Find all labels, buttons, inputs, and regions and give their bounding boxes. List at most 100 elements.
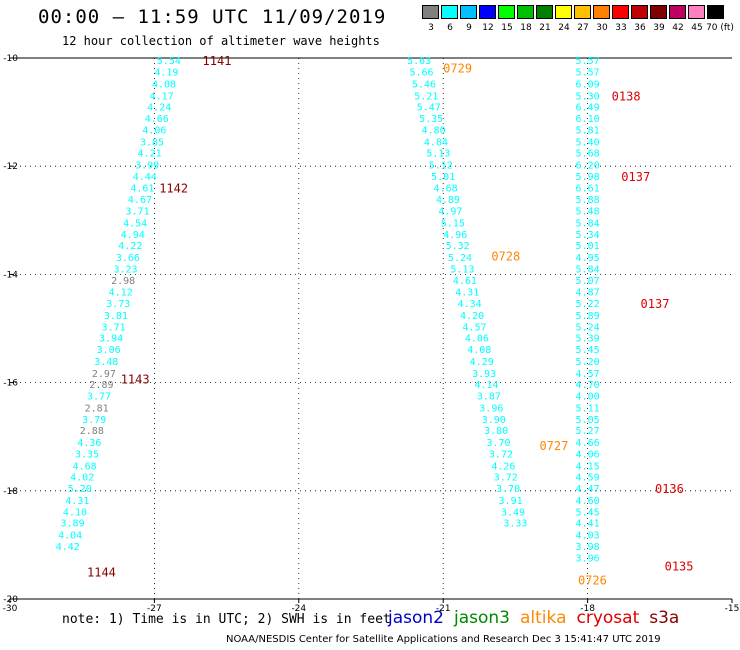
wave-height-value: 4.95 [576, 253, 600, 264]
color-scale-label: 39 [653, 23, 665, 33]
wave-height-value: 6.10 [576, 114, 600, 125]
color-scale-label: 33 [615, 23, 627, 33]
pass-time-label: 0136 [655, 482, 684, 496]
wave-height-value: 3.66 [116, 253, 140, 264]
wave-height-value: 2.81 [85, 403, 109, 414]
wave-height-value: 5.15 [441, 218, 465, 229]
wave-height-value: 3.96 [576, 553, 600, 564]
wave-height-value: 5.30 [576, 91, 600, 102]
wave-height-value: 5.32 [446, 241, 470, 252]
satellite-legend-jason3: jason3 [454, 608, 510, 628]
wave-height-value: 4.94 [121, 230, 145, 241]
wave-height-value: 4.59 [576, 473, 600, 484]
wave-height-value: 3.94 [99, 334, 123, 345]
satellite-legend: jason2 jason3 altika cryosat s3a [388, 608, 689, 628]
wave-height-value: 4.06 [576, 449, 600, 460]
wave-height-value: 4.57 [462, 322, 486, 333]
color-scale-label: 42 [672, 23, 684, 33]
wave-height-value: 3.33 [503, 519, 527, 530]
wave-height-value: 4.96 [443, 230, 467, 241]
wave-height-value: 5.01 [576, 241, 600, 252]
wave-height-value: 3.48 [94, 357, 118, 368]
wave-height-value: 5.20 [68, 484, 92, 495]
wave-height-value: 5.11 [576, 403, 600, 414]
wave-height-value: 3.06 [97, 345, 121, 356]
wave-height-value: 5.57 [576, 68, 600, 79]
wave-height-value: 5.54 [157, 56, 181, 67]
wave-height-value: 4.67 [128, 195, 152, 206]
wave-height-value: 4.97 [438, 207, 462, 218]
x-tick-label: -27 [147, 604, 162, 614]
pass-time-label: 0135 [665, 559, 694, 573]
pass-time-label: 0137 [621, 170, 650, 184]
wave-height-value: 4.31 [65, 496, 89, 507]
wave-height-value: 6.61 [576, 183, 600, 194]
y-tick-label: -20 [3, 595, 18, 605]
wave-height-value: 3.71 [101, 322, 125, 333]
wave-height-value: 5.89 [576, 311, 600, 322]
wave-height-value: 3.71 [126, 207, 150, 218]
color-scale-swatch [479, 5, 496, 19]
wave-height-value: 4.61 [130, 183, 154, 194]
wave-height-value: 2.89 [89, 380, 113, 391]
wave-height-value: 4.68 [434, 183, 458, 194]
chart-title: 00:00 – 11:59 UTC 11/09/2019 [38, 6, 387, 28]
wave-height-value: 4.60 [576, 496, 600, 507]
wave-height-value: 4.00 [576, 392, 600, 403]
x-tick-label: -30 [3, 604, 18, 614]
color-scale-swatch [631, 5, 648, 19]
wave-height-value: 4.42 [56, 542, 80, 553]
wave-height-value: 5.13 [426, 149, 450, 160]
wave-height-value: 4.84 [424, 137, 448, 148]
y-tick-label: -16 [3, 379, 18, 389]
x-tick-label: -21 [436, 604, 451, 614]
wave-height-value: 3.70 [496, 484, 520, 495]
color-scale-swatch [669, 5, 686, 19]
wave-height-value: 4.89 [436, 195, 460, 206]
pass-time-label: 0729 [443, 62, 472, 76]
wave-height-value: 5.24 [448, 253, 472, 264]
wave-height-value: 5.84 [576, 264, 600, 275]
wave-height-value: 5.12 [429, 161, 453, 172]
wave-height-value: 3.80 [484, 426, 508, 437]
wave-height-value: 5.45 [576, 507, 600, 518]
color-scale-swatch [517, 5, 534, 19]
wave-height-value: 5.84 [576, 218, 600, 229]
pass-time-label: 1143 [121, 372, 150, 386]
wave-height-value: 5.47 [417, 103, 441, 114]
wave-height-value: 4.34 [458, 299, 482, 310]
wave-height-value: 5.39 [576, 334, 600, 345]
wave-height-value: 3.79 [82, 415, 106, 426]
x-tick-label: -18 [580, 604, 595, 614]
y-tick-label: -10 [3, 54, 18, 64]
wave-height-value: 5.48 [576, 207, 600, 218]
color-scale-label: 18 [520, 23, 532, 33]
satellite-legend-cryosat: cryosat [576, 608, 640, 628]
wave-height-value: 4.15 [576, 461, 600, 472]
wave-height-value: 4.24 [147, 103, 171, 114]
color-scale-label: 70 (ft) [706, 23, 734, 33]
wave-height-value: 6.49 [576, 103, 600, 114]
pass-time-label: 1144 [87, 565, 116, 579]
color-scale-swatch [460, 5, 477, 19]
wave-height-value: 5.66 [409, 68, 433, 79]
wave-height-value: 4.06 [465, 334, 489, 345]
color-scale-swatch [612, 5, 629, 19]
wave-height-value: 4.29 [470, 357, 494, 368]
wave-height-value: 4.54 [123, 218, 147, 229]
satellite-legend-altika: altika [520, 608, 567, 628]
wave-height-value: 5.57 [576, 56, 600, 67]
satellite-legend-s3a: s3a [649, 608, 680, 628]
wave-height-value: 4.70 [576, 380, 600, 391]
wave-height-value: 3.90 [482, 415, 506, 426]
wave-height-value: 5.34 [576, 230, 600, 241]
wave-height-value: 4.14 [474, 380, 498, 391]
wave-height-value: 5.46 [412, 79, 436, 90]
color-scale-label: 3 [428, 23, 434, 33]
wave-height-value: 4.57 [576, 369, 600, 380]
color-scale-swatch [574, 5, 591, 19]
color-scale-label: 12 [482, 23, 494, 33]
wave-height-value: 4.17 [150, 91, 174, 102]
wave-height-value: 4.02 [70, 473, 94, 484]
